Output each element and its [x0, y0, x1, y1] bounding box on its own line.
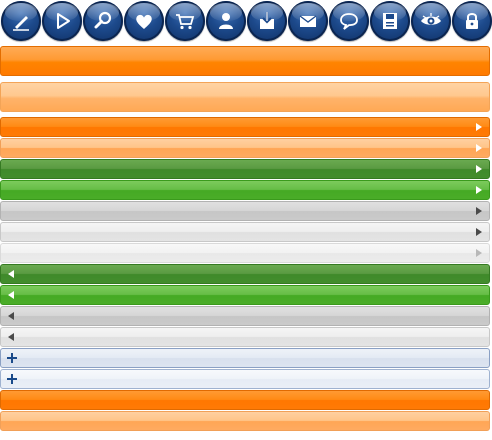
orange-light-bar-large[interactable] — [0, 82, 490, 112]
plus-icon — [7, 353, 17, 363]
cart-icon[interactable] — [165, 1, 205, 41]
green-bar[interactable] — [0, 180, 490, 200]
arrow-right-icon — [476, 123, 482, 131]
chat-icon[interactable] — [329, 1, 369, 41]
gray-faint-bar[interactable] — [0, 243, 490, 263]
green-bar-left[interactable] — [0, 285, 490, 305]
arrow-left-icon — [8, 312, 14, 320]
orange-light-bar[interactable] — [0, 138, 490, 158]
arrow-right-icon — [476, 144, 482, 152]
orange-bar-plain[interactable] — [0, 390, 490, 410]
user-icon[interactable] — [206, 1, 246, 41]
arrow-right-icon — [476, 207, 482, 215]
search-icon[interactable] — [83, 1, 123, 41]
save-icon[interactable] — [370, 1, 410, 41]
gray-light-bar-left[interactable] — [0, 327, 490, 347]
play-icon[interactable] — [42, 1, 82, 41]
arrow-right-icon — [476, 228, 482, 236]
gray-light-bar[interactable] — [0, 222, 490, 242]
pencil-icon[interactable] — [1, 1, 41, 41]
arrow-right-icon — [476, 186, 482, 194]
icon-toolbar — [0, 0, 492, 44]
mail-icon[interactable] — [288, 1, 328, 41]
orange-bar[interactable] — [0, 117, 490, 137]
arrow-right-icon — [476, 165, 482, 173]
blue-light-bar[interactable] — [0, 348, 490, 368]
plus-icon — [7, 374, 17, 384]
download-icon[interactable] — [247, 1, 287, 41]
arrow-left-icon — [8, 333, 14, 341]
orange-light-bar-plain[interactable] — [0, 411, 490, 431]
green-dark-bar-left[interactable] — [0, 264, 490, 284]
arrow-right-icon — [476, 249, 482, 257]
green-dark-bar[interactable] — [0, 159, 490, 179]
eye-icon[interactable] — [411, 1, 451, 41]
lock-icon[interactable] — [452, 1, 492, 41]
gray-bar[interactable] — [0, 201, 490, 221]
gray-bar-left[interactable] — [0, 306, 490, 326]
orange-bar-large[interactable] — [0, 46, 490, 76]
arrow-left-icon — [8, 270, 14, 278]
blue-lighter-bar[interactable] — [0, 369, 490, 389]
heart-icon[interactable] — [124, 1, 164, 41]
arrow-left-icon — [8, 291, 14, 299]
